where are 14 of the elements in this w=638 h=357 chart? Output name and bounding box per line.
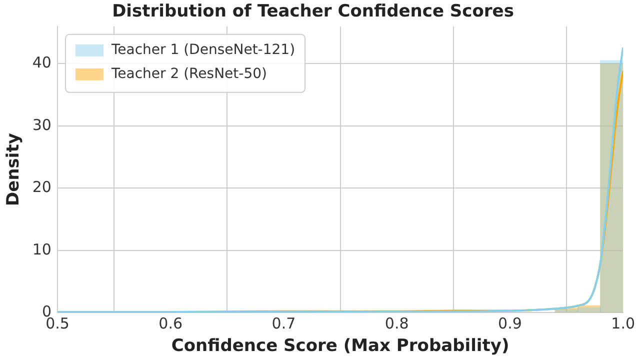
legend-label: Teacher 1 (DenseNet-121) [110,42,296,58]
x-tick-label: 0.9 [498,314,522,332]
legend-label: Teacher 2 (ResNet-50) [110,66,267,82]
chart-title: Distribution of Teacher Confidence Scores [112,2,514,22]
x-tick-label: 0.8 [384,314,409,332]
x-tick-label: 0.6 [158,314,183,332]
x-tick-label: 1.0 [611,314,635,332]
y-tick-label: 10 [32,240,52,258]
y-tick-label: 40 [32,54,52,72]
y-tick-label: 20 [32,178,52,196]
y-tick-label: 30 [32,116,52,134]
x-tick-label: 0.7 [272,314,296,332]
y-axis-title: Density [4,133,24,206]
x-axis-title: Confidence Score (Max Probability) [171,336,510,356]
